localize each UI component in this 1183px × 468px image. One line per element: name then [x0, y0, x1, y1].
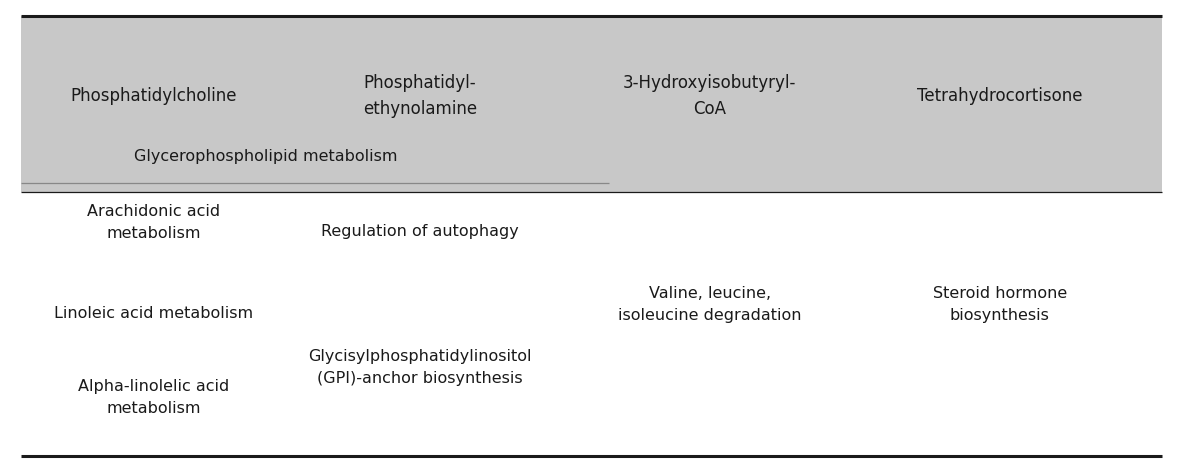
Text: Glycerophospholipid metabolism: Glycerophospholipid metabolism	[135, 149, 397, 164]
Text: 3-Hydroxyisobutyryl-
CoA: 3-Hydroxyisobutyryl- CoA	[623, 74, 796, 118]
FancyBboxPatch shape	[21, 16, 1162, 192]
Text: Phosphatidyl-
ethynolamine: Phosphatidyl- ethynolamine	[363, 74, 477, 118]
Text: Valine, leucine,
isoleucine degradation: Valine, leucine, isoleucine degradation	[618, 285, 802, 323]
Text: Phosphatidylcholine: Phosphatidylcholine	[71, 87, 237, 105]
Text: Steroid hormone
biosynthesis: Steroid hormone biosynthesis	[932, 285, 1067, 323]
Text: Alpha-linolelic acid
metabolism: Alpha-linolelic acid metabolism	[78, 379, 230, 417]
Text: Linoleic acid metabolism: Linoleic acid metabolism	[54, 306, 253, 321]
Text: Glycisylphosphatidylinositol
(GPI)-anchor biosynthesis: Glycisylphosphatidylinositol (GPI)-ancho…	[309, 349, 531, 386]
Text: Regulation of autophagy: Regulation of autophagy	[321, 224, 519, 239]
Text: Tetrahydrocortisone: Tetrahydrocortisone	[917, 87, 1082, 105]
Text: Arachidonic acid
metabolism: Arachidonic acid metabolism	[88, 204, 220, 241]
